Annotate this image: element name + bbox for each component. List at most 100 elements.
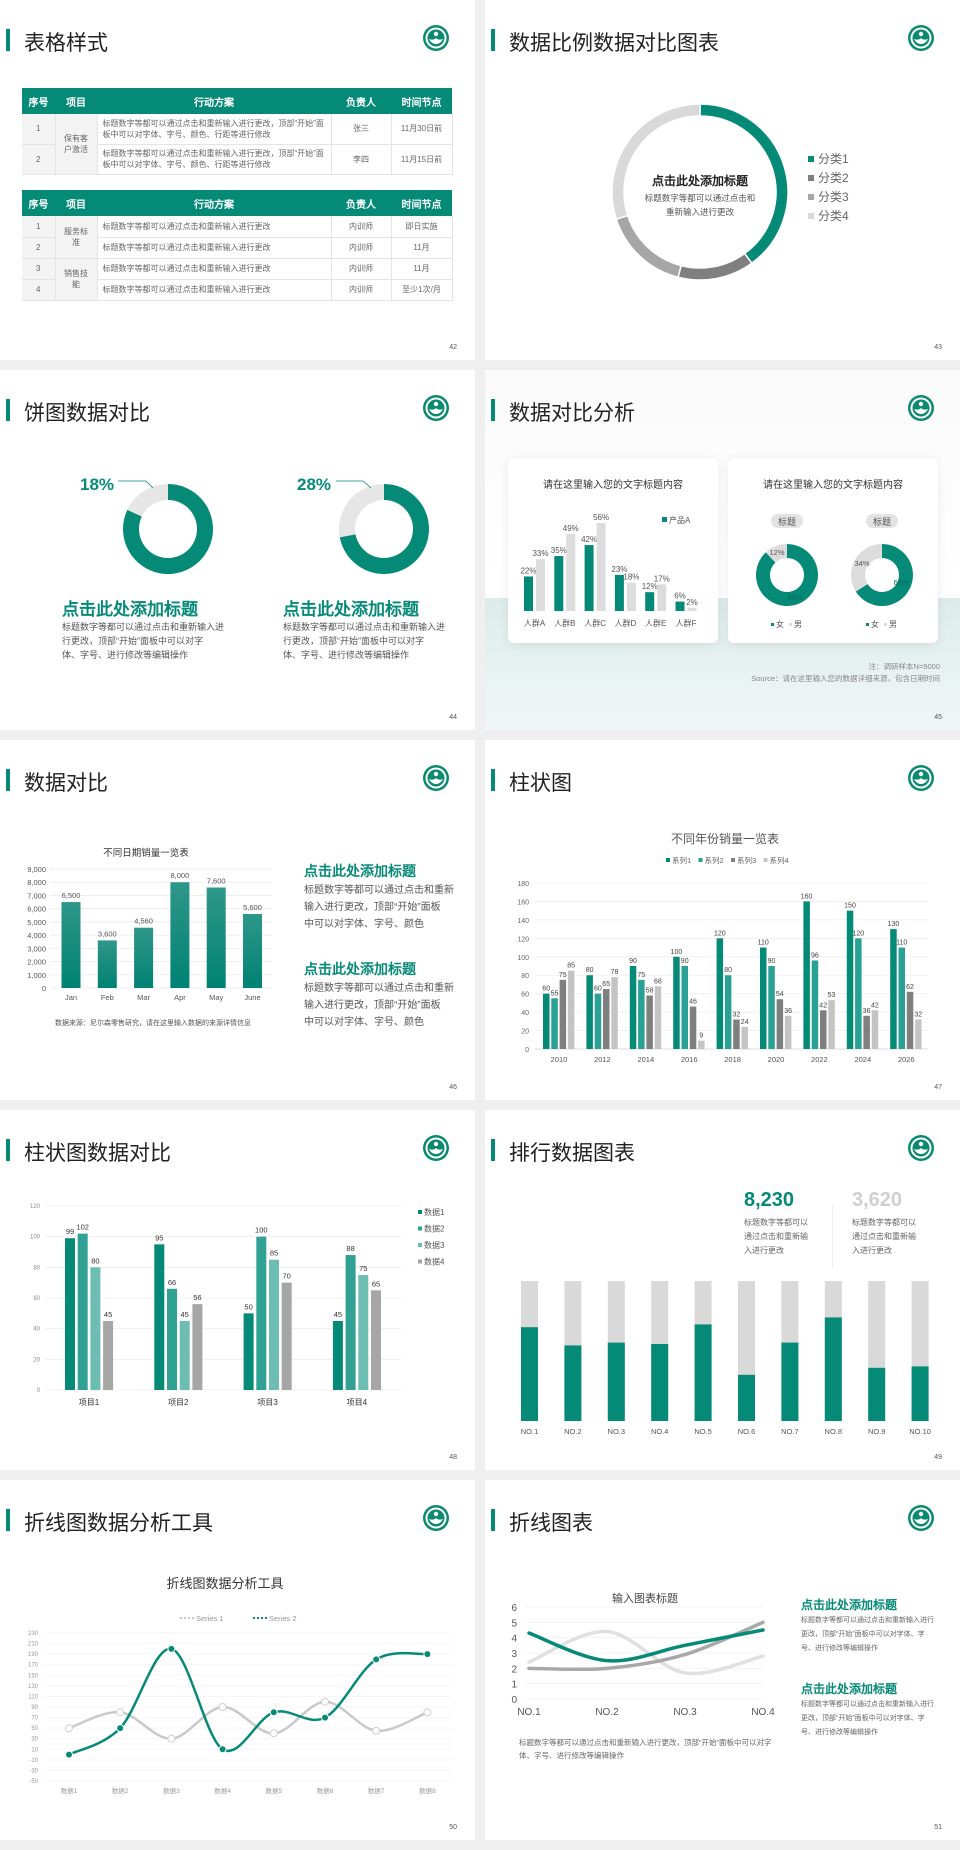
bar-value-label: 150: [844, 903, 856, 910]
donut-remaining-slice: [339, 484, 384, 538]
bar-系列4: [654, 986, 662, 1049]
bar-product-a: [675, 601, 685, 611]
slide-title: 柱状图: [509, 772, 572, 795]
y-tick-label: 6,000: [27, 905, 46, 914]
donut-chart-card: [728, 458, 938, 643]
x-tick-label: 数据8: [419, 1786, 436, 1795]
page-number: 42: [449, 344, 457, 351]
y-tick-label: 120: [30, 1204, 41, 1210]
donut-value-slice: [123, 484, 214, 574]
series-line-Series 2: [68, 1647, 428, 1756]
bar-value-label: 75: [637, 972, 645, 979]
text-line: 行更改，顶部“开始”面板中可以对字: [283, 636, 424, 646]
data-point: [65, 1724, 73, 1733]
block-heading: 点击此处添加标题: [801, 1598, 898, 1612]
y-tick-label: 8,000: [27, 878, 46, 887]
text-line: 体、字号、进行修改等编辑操作: [283, 650, 410, 660]
bar-value-label: 102: [76, 1223, 89, 1232]
x-tick-label: 项目4: [347, 1398, 368, 1407]
table-cell-owner: 内训师: [331, 279, 392, 301]
y-tick-label: 120: [517, 936, 529, 943]
donut-slice-分类2: [677, 252, 753, 281]
slide-47: 柱状图 不同年份销量一览表 系列1 系列2 系列3 系列4 0 20 40 60 80 100 120…: [485, 740, 960, 1100]
bar-数据2: [167, 1288, 177, 1390]
slide-title: 排行数据图表: [509, 1142, 635, 1165]
legend-label: 分类1: [818, 152, 849, 166]
block-heading: 点击此处添加标题: [304, 863, 416, 879]
legend-label: Series 2: [269, 1614, 297, 1623]
donut-charts: 18% 28%: [80, 475, 429, 574]
bar-value-label: 120: [714, 930, 726, 937]
slide-title: 折线图数据分析工具: [24, 1512, 213, 1535]
bar-数据2: [256, 1236, 267, 1390]
bar: [170, 882, 190, 988]
university-emblem-logo: [907, 1134, 935, 1162]
bar-value-label: 35%: [551, 546, 567, 555]
column-header: 负责人: [331, 190, 391, 216]
comparison-charts: 请在这里输入您的文字标题内容 22% 33% 人群A 35% 49% 人群B 42% 56% 人群…: [520, 478, 913, 629]
bar-value-label: 55: [551, 990, 559, 997]
bar-系列3: [776, 999, 784, 1049]
bar-系列1: [586, 975, 593, 1049]
bar-value-label: 66: [168, 1278, 176, 1287]
bar-value-label: 2%: [686, 598, 698, 607]
x-tick-label: 2020: [768, 1055, 785, 1064]
data-point: [218, 1745, 227, 1754]
x-tick-label: NO.4: [751, 1707, 775, 1718]
bar-value-label: 88: [346, 1244, 354, 1253]
table-cell-item: 销售技能: [55, 258, 98, 301]
bar-value-label: 42: [819, 1002, 827, 1009]
bar-value-label: 75: [359, 1264, 367, 1273]
bar-value-label: 42: [871, 1002, 879, 1009]
bar-系列1: [673, 956, 680, 1049]
legend-label: 系列1: [672, 855, 691, 865]
bar-value-label: 75: [559, 972, 567, 979]
table-cell-time: 11月30日前: [391, 114, 453, 145]
title-accent-bar: [6, 29, 10, 51]
table-cell-plan: 标题数字等都可以通过点击和重新输入进行更改，顶部“开始”面板中可以对字体、字号、…: [97, 114, 332, 145]
y-tick-label: 80: [33, 1265, 40, 1271]
pill-label: 标题: [778, 516, 796, 527]
data-point: [167, 1734, 176, 1743]
bar-series-2: [657, 584, 667, 611]
bar-product-a: [524, 576, 533, 611]
x-tick-label: Feb: [101, 993, 114, 1002]
text-line: 号、进行修改等编辑操作: [801, 1645, 878, 1652]
table-row: 3 销售技能 标题数字等都可以通过点击和重新输入进行更改 内训师 11月: [22, 258, 453, 301]
text-line: 标题数字等都可以通过点击和重新输入进行: [801, 1617, 934, 1624]
chart-title: 不同日期销量一览表: [103, 847, 189, 859]
y-tick-label: 5: [511, 1618, 517, 1629]
category-label: 人群B: [554, 618, 575, 628]
bar-系列2: [638, 979, 645, 1049]
donut-slice-分类4: [611, 103, 701, 221]
slide-title: 表格样式: [24, 32, 108, 55]
text-line: 标题数字等都可以: [744, 1218, 808, 1227]
bar-系列2: [768, 966, 775, 1049]
page-number: 47: [934, 1084, 942, 1091]
bar-value-label: 32: [914, 1011, 922, 1018]
bar-value-label: 53: [828, 992, 836, 999]
bar-value-label: 80: [91, 1256, 99, 1265]
university-emblem-logo: [907, 764, 935, 792]
bar-chart-card: [508, 458, 718, 643]
bar-数据3: [269, 1259, 279, 1390]
legend-swatch: [808, 156, 814, 162]
bar-value-label: 24: [741, 1019, 749, 1026]
y-tick-label: 0: [42, 984, 46, 993]
legend-swatch-female: [866, 623, 869, 626]
table-cell-no: 3: [22, 258, 56, 280]
y-tick-label: 50: [31, 1726, 38, 1732]
donut-slice-female: [756, 544, 818, 606]
bar-value-label: 56%: [593, 513, 609, 522]
bar: [61, 902, 81, 988]
bar-系列3: [689, 1006, 697, 1049]
bar-chart: 不同日期销量一览表 0 1,000 2,000 3,000 4,000 5,000 6,000…: [27, 847, 272, 1002]
y-tick-label: 1: [511, 1680, 517, 1691]
bar-fill: [564, 1345, 582, 1421]
university-emblem-logo: [422, 1134, 450, 1162]
leader-line: [336, 480, 372, 489]
x-tick-label: 数据3: [163, 1786, 180, 1795]
slide-49: 排行数据图表 8,230 标题数字等都可以 通过点击和重新输 入进行更改 3,6…: [485, 1110, 960, 1470]
category-label: 人群A: [524, 618, 546, 628]
y-tick-label: 20: [33, 1357, 40, 1363]
